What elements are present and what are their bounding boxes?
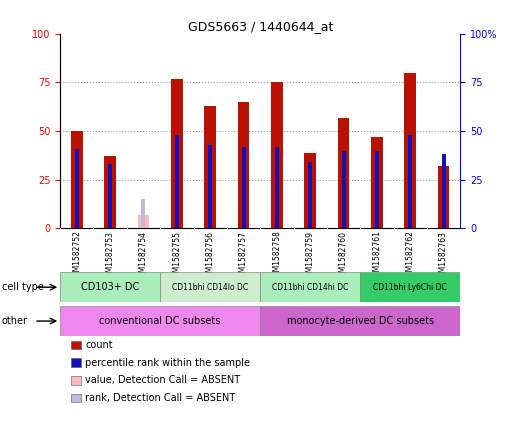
Bar [308,162,312,228]
Text: percentile rank within the sample: percentile rank within the sample [85,357,250,368]
Text: GSM1582759: GSM1582759 [306,231,315,282]
Text: GSM1582757: GSM1582757 [239,231,248,282]
Text: GSM1582762: GSM1582762 [406,231,415,281]
Text: CD11bhi CD14lo DC: CD11bhi CD14lo DC [172,283,248,292]
Text: CD11bhi Ly6Chi DC: CD11bhi Ly6Chi DC [373,283,447,292]
Bar [138,215,150,228]
Bar [171,79,183,228]
Bar [438,166,449,228]
Bar [71,131,83,228]
Bar [175,135,179,228]
Bar [408,135,412,228]
Bar [360,272,460,302]
Bar [304,153,316,228]
Text: GSM1582752: GSM1582752 [72,231,81,281]
Text: GSM1582761: GSM1582761 [372,231,381,281]
Text: GSM1582755: GSM1582755 [173,231,181,282]
Text: GSM1582758: GSM1582758 [272,231,281,281]
Text: GSM1582760: GSM1582760 [339,231,348,282]
Text: cell type: cell type [2,282,43,292]
Bar [160,272,260,302]
Bar [60,272,160,302]
Title: GDS5663 / 1440644_at: GDS5663 / 1440644_at [188,20,333,33]
Text: GSM1582763: GSM1582763 [439,231,448,282]
Bar [60,306,260,336]
Bar [342,151,346,228]
Text: GSM1582753: GSM1582753 [106,231,115,282]
Text: GSM1582754: GSM1582754 [139,231,148,282]
Text: GSM1582756: GSM1582756 [206,231,214,282]
Bar [375,151,379,228]
Text: CD103+ DC: CD103+ DC [81,282,139,292]
Text: CD11bhi CD14hi DC: CD11bhi CD14hi DC [272,283,348,292]
Bar [242,147,245,228]
Bar [237,102,249,228]
Text: conventional DC subsets: conventional DC subsets [99,316,221,326]
Bar [208,145,212,228]
Bar [441,154,446,228]
Bar [142,199,145,228]
Text: rank, Detection Call = ABSENT: rank, Detection Call = ABSENT [85,393,235,403]
Bar [104,157,116,228]
Text: value, Detection Call = ABSENT: value, Detection Call = ABSENT [85,375,241,385]
Text: monocyte-derived DC subsets: monocyte-derived DC subsets [287,316,434,326]
Bar [371,137,383,228]
Bar [260,272,360,302]
Bar [204,106,216,228]
Bar [338,118,349,228]
Bar [275,147,279,228]
Text: count: count [85,340,113,350]
Bar [404,73,416,228]
Text: other: other [2,316,28,326]
Bar [75,148,79,228]
Bar [108,164,112,228]
Bar [271,82,283,228]
Bar [260,306,460,336]
